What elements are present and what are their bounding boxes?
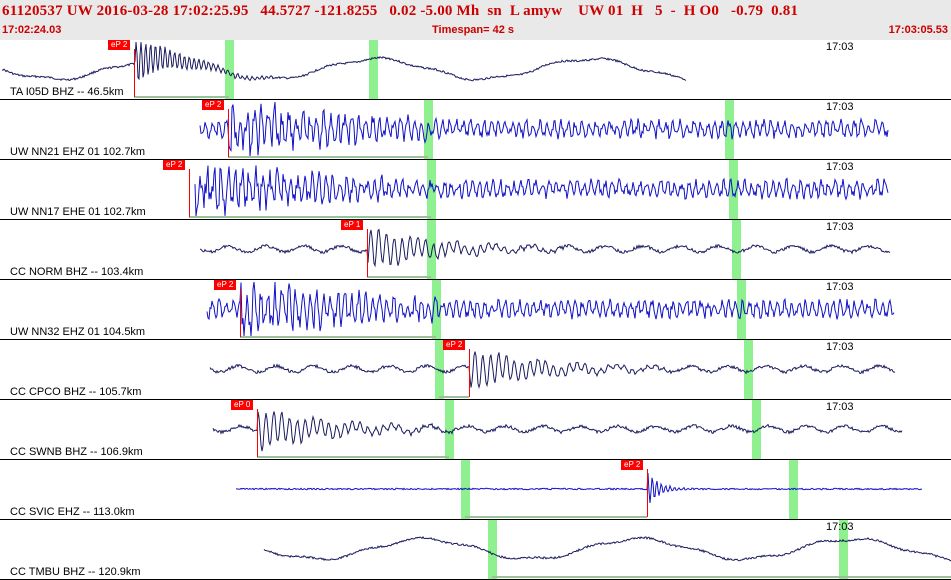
waveform-trace	[194, 165, 889, 217]
station-label: CC SWNB BHZ -- 106.9km	[10, 446, 143, 458]
waveform-trace	[199, 228, 891, 268]
waveform-trace	[1, 41, 687, 82]
analysis-window-bar	[439, 396, 469, 398]
station-label: CC TMBU BHZ -- 120.9km	[10, 566, 141, 578]
phase-pick-flag[interactable]: eP 1	[341, 220, 364, 230]
header-bar: 61120537 UW 2016-03-28 17:02:25.95 44.57…	[0, 0, 951, 40]
analysis-window-bar	[367, 276, 431, 278]
phase-window-band	[369, 40, 378, 99]
phase-window-band	[752, 400, 761, 459]
trace-row[interactable]: eP 2 CC SVIC EHZ -- 113.0km	[0, 460, 951, 520]
waveform-trace	[199, 101, 889, 157]
phase-pick-flag[interactable]: eP 2	[214, 280, 237, 290]
analysis-window-bar	[240, 336, 436, 338]
phase-pick-flag[interactable]: eP 2	[163, 160, 186, 170]
time-mark: 17:03	[826, 41, 854, 53]
time-mark: 17:03	[826, 101, 854, 113]
time-mark: 17:03	[826, 281, 854, 293]
analysis-window-bar	[492, 576, 951, 578]
phase-window-band	[427, 220, 436, 279]
analysis-window-bar	[257, 456, 449, 458]
station-label: CC NORM BHZ -- 103.4km	[10, 266, 144, 278]
phase-window-band	[725, 100, 734, 159]
time-mark: 17:03	[826, 161, 854, 173]
waveform-plot	[194, 165, 889, 217]
time-mark: 17:03	[826, 221, 854, 233]
waveform-trace	[212, 411, 903, 452]
phase-pick-flag[interactable]: eP 0	[231, 400, 254, 410]
waveform-plot	[206, 281, 895, 337]
phase-window-band	[432, 280, 441, 339]
phase-pick-line[interactable]	[228, 109, 229, 157]
trace-row[interactable]: eP 1 17:03 CC NORM BHZ -- 103.4km	[0, 220, 951, 280]
start-time: 17:02:24.03	[2, 24, 62, 36]
trace-row[interactable]: eP 2 17:03 UW NN17 EHE 01 102.7km	[0, 160, 951, 220]
phase-window-band	[488, 520, 497, 579]
phase-pick-line[interactable]	[647, 469, 648, 517]
analysis-window-bar	[134, 96, 229, 98]
trace-row[interactable]: eP 0 17:03 CC SWNB BHZ -- 106.9km	[0, 400, 951, 460]
phase-pick-line[interactable]	[367, 229, 368, 277]
trace-panel: eP 2 17:03 TA I05D BHZ -- 46.5km eP 2 17:03 U…	[0, 40, 951, 580]
waveform-plot	[1, 41, 687, 82]
phase-pick-flag[interactable]: eP 2	[443, 340, 466, 350]
waveform-plot	[199, 101, 889, 157]
phase-pick-flag[interactable]: eP 2	[621, 460, 644, 470]
analysis-window-bar	[228, 156, 428, 158]
end-time: 17:03:05.53	[888, 24, 948, 36]
waveform-plot	[199, 228, 891, 268]
trace-row[interactable]: 17:03 CC TMBU BHZ -- 120.9km	[0, 520, 951, 580]
phase-window-band	[225, 40, 234, 99]
station-label: TA I05D BHZ -- 46.5km	[10, 86, 124, 98]
phase-pick-line[interactable]	[257, 409, 258, 457]
phase-pick-flag[interactable]: eP 2	[202, 100, 225, 110]
phase-window-band	[445, 400, 454, 459]
waveform-trace	[209, 351, 896, 390]
phase-pick-flag[interactable]: eP 2	[108, 40, 131, 50]
trace-row[interactable]: eP 2 17:03 CC CPCO BHZ -- 105.7km	[0, 340, 951, 400]
phase-window-band	[461, 460, 470, 519]
timespan-label: Timespan= 42 s	[432, 24, 515, 36]
phase-window-band	[729, 160, 738, 219]
phase-pick-line[interactable]	[134, 49, 135, 97]
phase-window-band	[427, 160, 436, 219]
trace-row[interactable]: eP 2 17:03 UW NN32 EHZ 01 104.5km	[0, 280, 951, 340]
analysis-window-bar	[189, 216, 431, 218]
waveform-trace	[263, 535, 951, 562]
time-mark: 17:03	[826, 401, 854, 413]
phase-window-band	[424, 100, 433, 159]
event-title: 61120537 UW 2016-03-28 17:02:25.95 44.57…	[2, 3, 799, 19]
station-label: UW NN32 EHZ 01 104.5km	[10, 326, 146, 338]
trace-row[interactable]: eP 2 17:03 UW NN21 EHZ 01 102.7km	[0, 100, 951, 160]
time-mark: 17:03	[826, 521, 854, 533]
waveform-plot	[212, 411, 903, 452]
station-label: UW NN21 EHZ 01 102.7km	[10, 146, 146, 158]
waveform-trace	[206, 281, 895, 337]
phase-window-band	[744, 340, 753, 399]
phase-window-band	[435, 340, 444, 399]
time-mark: 17:03	[826, 341, 854, 353]
waveform-plot	[236, 472, 923, 504]
station-label: CC SVIC EHZ -- 113.0km	[10, 506, 135, 518]
station-label: UW NN17 EHE 01 102.7km	[10, 206, 146, 218]
analysis-window-bar	[465, 516, 647, 518]
phase-pick-line[interactable]	[240, 289, 241, 337]
phase-pick-line[interactable]	[189, 169, 190, 217]
waveform-plot	[209, 351, 896, 390]
waveform-plot	[263, 535, 951, 562]
waveform-trace	[236, 472, 923, 504]
station-label: CC CPCO BHZ -- 105.7km	[10, 386, 142, 398]
phase-window-band	[732, 220, 741, 279]
phase-pick-line[interactable]	[469, 349, 470, 397]
trace-row[interactable]: eP 2 17:03 TA I05D BHZ -- 46.5km	[0, 40, 951, 100]
phase-window-band	[839, 520, 848, 579]
